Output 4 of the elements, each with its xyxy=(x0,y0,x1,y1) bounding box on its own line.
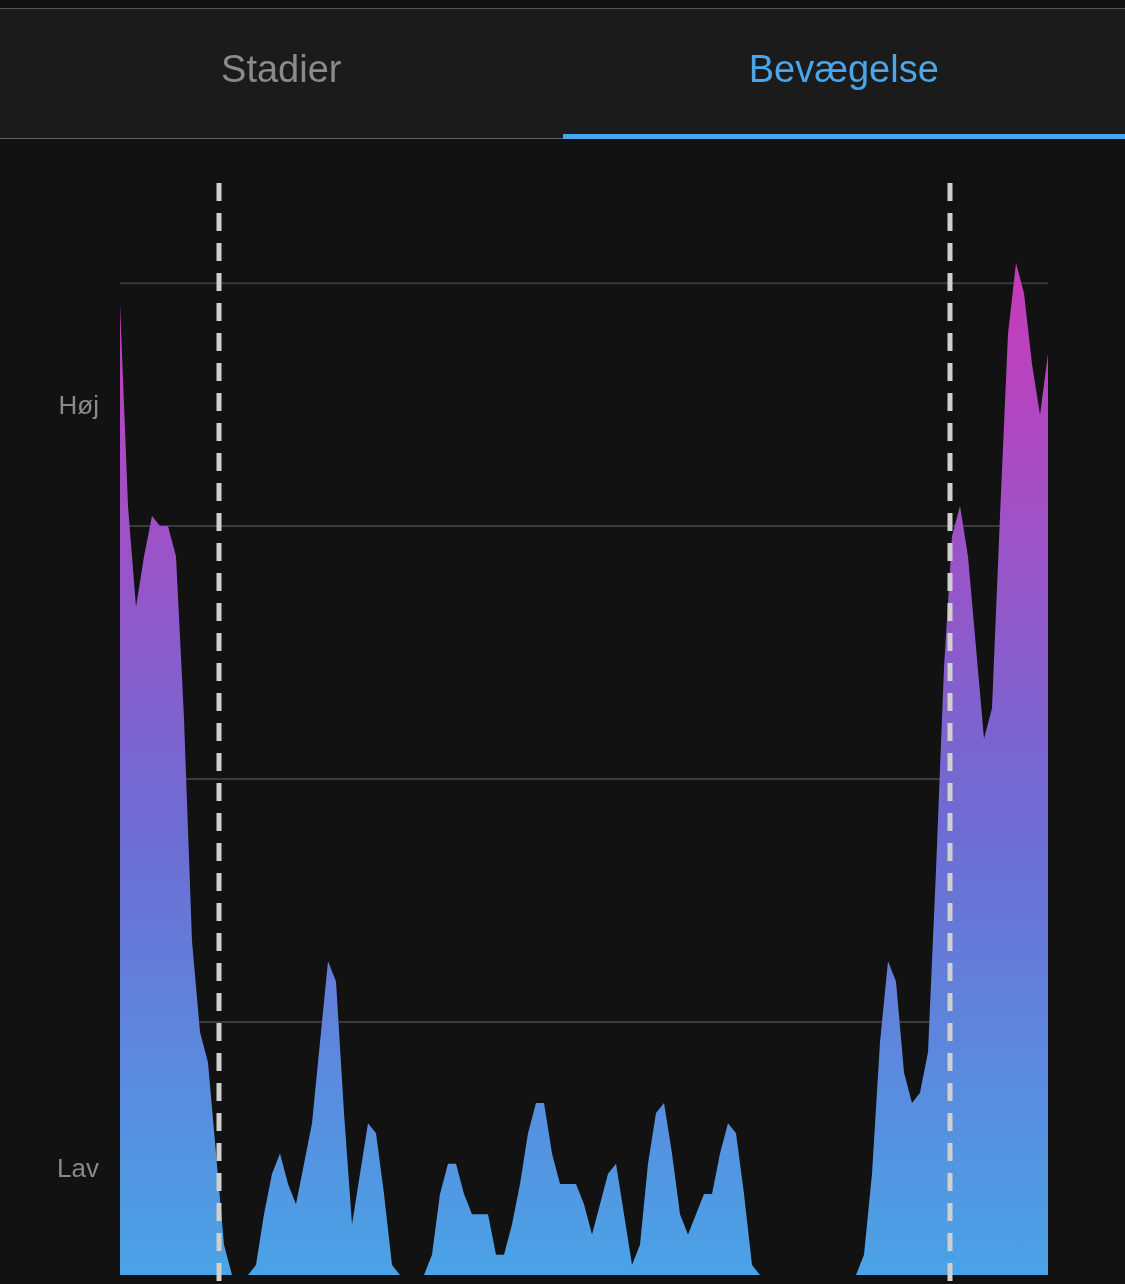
text: Stadier xyxy=(220,47,343,92)
text: Lav xyxy=(57,1153,99,1183)
text: Bevægelse xyxy=(562,9,1125,138)
text: Høj xyxy=(58,390,99,420)
